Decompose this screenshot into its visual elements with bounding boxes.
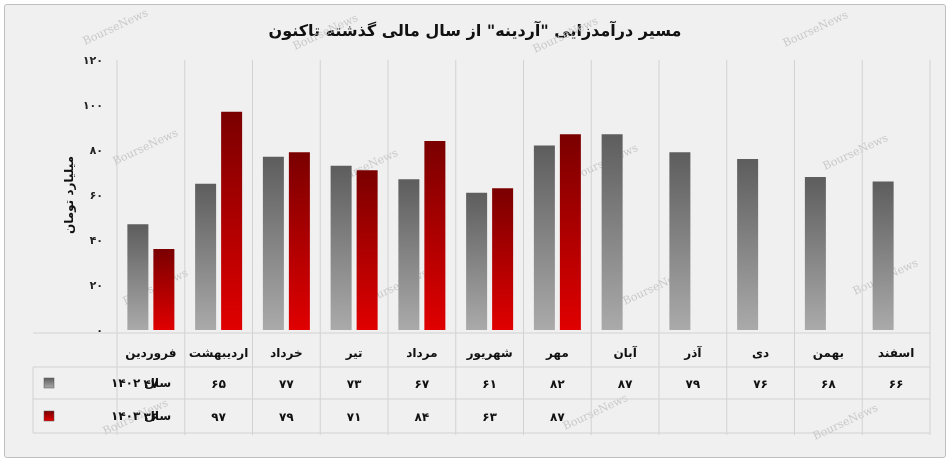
bar-series1 <box>737 159 759 330</box>
bar-series1 <box>669 152 691 330</box>
bar-series1 <box>533 145 555 330</box>
y-tick-label: ۶۰ <box>90 189 103 202</box>
chart-svg: BourseNews BourseNews BourseNews BourseNews… <box>32 6 931 443</box>
y-tick-label: ۰ <box>96 324 103 337</box>
watermark-text: BourseNews <box>531 14 601 56</box>
table-value: ۸۷ <box>550 410 565 424</box>
y-tick-label: ۲۰ <box>90 279 103 292</box>
bar-series2 <box>288 152 310 330</box>
bar-series1 <box>398 179 420 330</box>
chart-frame: مسیر درآمدزایی "آردینه" از سال مالی گذشت… <box>4 4 946 458</box>
table-value: ۷۳ <box>347 377 362 391</box>
chart-title: مسیر درآمدزایی "آردینه" از سال مالی گذشت… <box>268 21 682 40</box>
category-label: تیر <box>345 346 363 360</box>
watermark-text: BourseNews <box>821 131 891 173</box>
bar-series2 <box>221 111 243 330</box>
table-value: ۸۲ <box>550 377 565 391</box>
table-value: ۴۷ <box>144 377 159 391</box>
watermark-text: BourseNews <box>291 11 361 53</box>
table-value: ۸۷ <box>618 377 633 391</box>
table-value: ۳۶ <box>144 410 159 424</box>
category-label: آبان <box>613 345 637 360</box>
bar-series2 <box>492 188 514 330</box>
legend-swatch <box>43 377 55 389</box>
bar-series2 <box>559 134 581 330</box>
category-label: اسفند <box>878 346 914 360</box>
watermark-text: BourseNews <box>111 126 181 168</box>
table-value: ۷۷ <box>279 377 294 391</box>
bar-series1 <box>195 183 217 330</box>
table-value: ۹۷ <box>211 410 226 424</box>
bar-series1 <box>601 134 623 330</box>
y-tick-label: ۴۰ <box>90 234 103 247</box>
table-value: ۸۴ <box>415 410 430 424</box>
table-value: ۶۷ <box>415 377 430 391</box>
category-label: خرداد <box>270 346 303 360</box>
bar-series1 <box>804 177 826 330</box>
bar-series1 <box>127 224 149 330</box>
bar-series1 <box>330 165 352 330</box>
category-label: مرداد <box>406 346 437 360</box>
table-value: ۷۱ <box>347 410 362 424</box>
bar-series2 <box>356 170 378 330</box>
watermark-text: BourseNews <box>81 6 151 48</box>
bar-series2 <box>153 249 175 330</box>
category-label: دی <box>752 346 769 360</box>
category-label: بهمن <box>813 346 844 360</box>
bar-series1 <box>466 192 488 330</box>
bar-series1 <box>872 181 894 330</box>
y-axis-label: میلیارد تومان <box>62 156 77 234</box>
table-value: ۶۶ <box>889 377 904 391</box>
table-value: ۷۶ <box>753 377 768 391</box>
table-value: ۷۹ <box>279 410 294 424</box>
y-tick-label: ۸۰ <box>90 144 103 157</box>
table-value: ۷۹ <box>686 377 701 391</box>
watermark-text: BourseNews <box>561 391 631 433</box>
table-value: ۶۳ <box>482 410 497 424</box>
category-label: اردیبهشت <box>189 346 248 360</box>
category-label: شهریور <box>466 346 513 361</box>
bar-series1 <box>262 156 284 330</box>
category-label: مهر <box>545 346 569 360</box>
table-value: ۶۸ <box>821 377 836 391</box>
legend-label: سال ۱۴۰۳ <box>111 409 171 423</box>
table-value: ۶۱ <box>482 377 497 391</box>
bar-series2 <box>424 141 446 330</box>
watermark-text: BourseNews <box>811 401 881 443</box>
y-tick-label: ۱۰۰ <box>83 99 103 112</box>
legend-swatch <box>43 410 55 422</box>
category-label: آذر <box>683 345 702 360</box>
y-tick-label: ۱۲۰ <box>83 54 103 67</box>
category-label: فروردین <box>125 346 176 361</box>
watermark-text: BourseNews <box>781 8 851 50</box>
legend-label: سال ۱۴۰۲ <box>111 376 171 390</box>
table-value: ۶۵ <box>211 377 226 391</box>
